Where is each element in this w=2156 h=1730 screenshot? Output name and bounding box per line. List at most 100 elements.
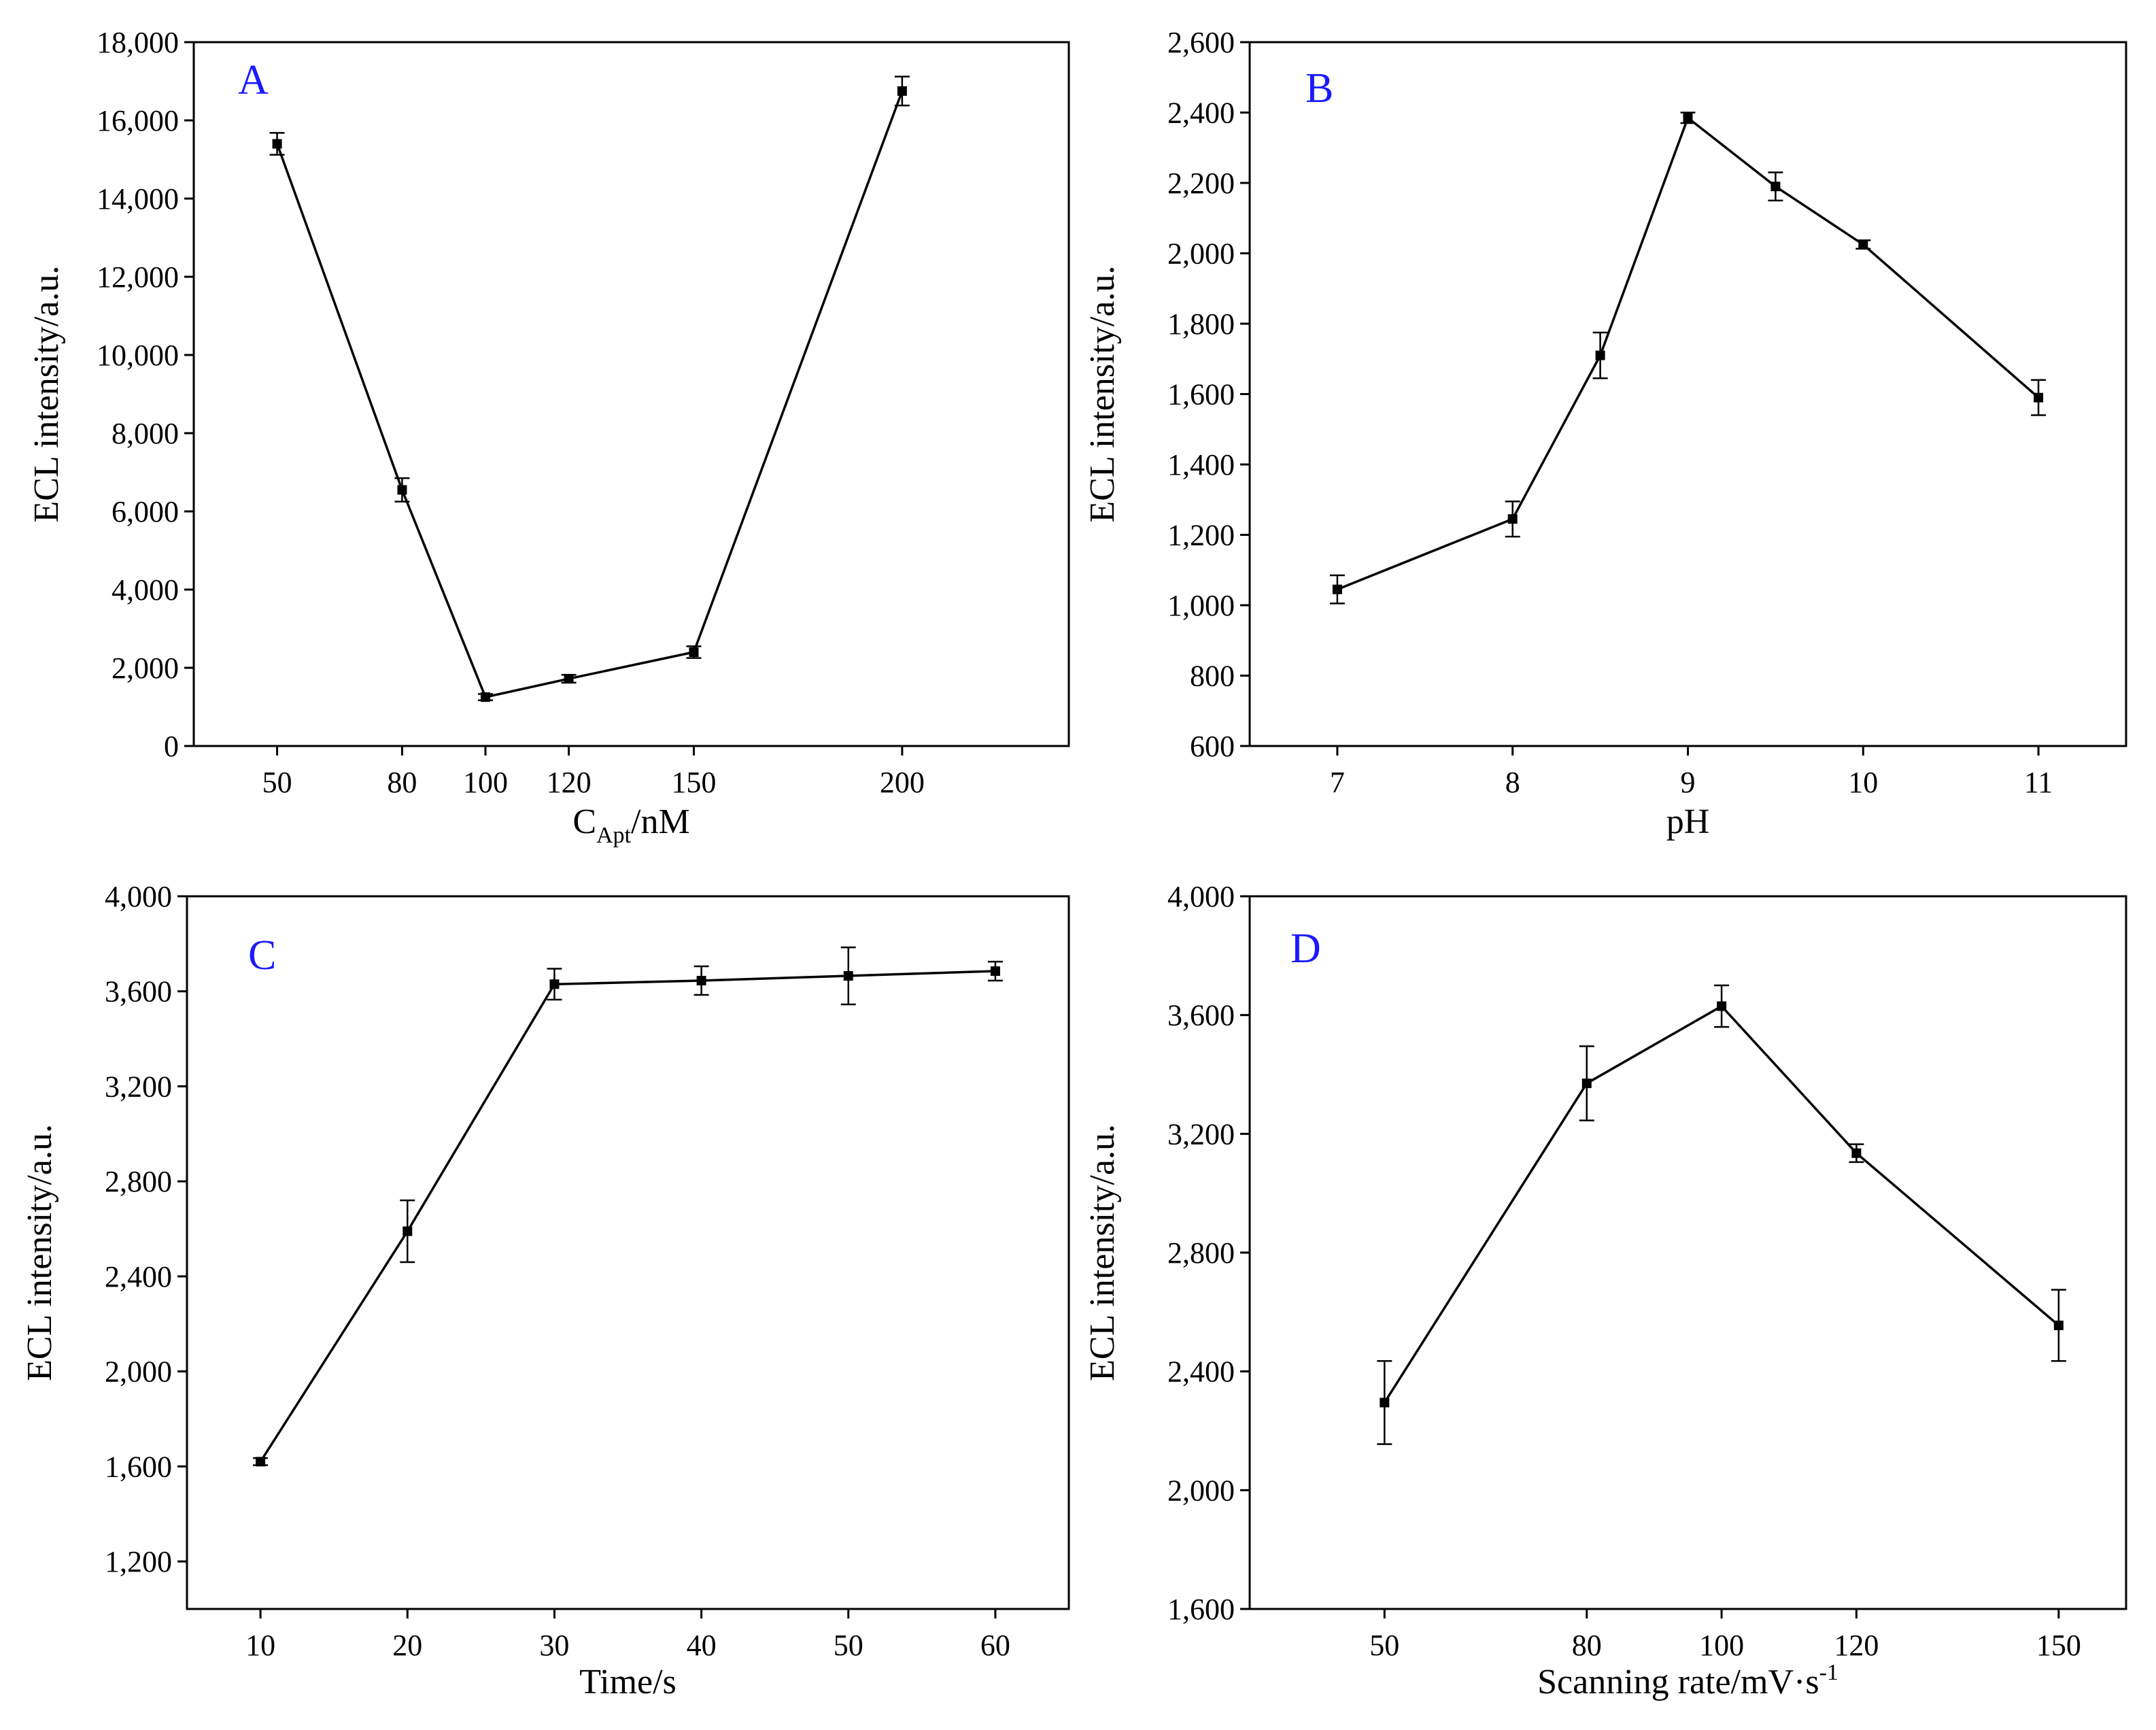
panel-d-xtick-label: 100: [1699, 1629, 1744, 1662]
panel-a-xtick-label: 120: [547, 766, 592, 799]
panel-d-data-point: [1851, 1148, 1862, 1158]
panel-a-ytick-label: 10,000: [97, 339, 179, 372]
panel-a-plot-frame: [192, 41, 1070, 747]
panel-c-ytick-label: 4,000: [105, 880, 172, 913]
panel-d-ytick-label: 2,800: [1167, 1236, 1235, 1270]
panel-b-ytick-label: 1,600: [1167, 378, 1235, 411]
panel-a-ytick-label: 8,000: [112, 417, 179, 450]
panel-d-xtick-label: 120: [1834, 1629, 1879, 1662]
panel-b-ytick-label: 1,400: [1167, 448, 1235, 481]
panel-b-data-point: [1595, 350, 1605, 360]
panel-c-ytick-label: 2,000: [105, 1355, 172, 1389]
panel-d-xlabel: Scanning rate/mV·s-1: [1537, 1660, 1838, 1701]
panel-a-ytick-label: 14,000: [97, 182, 179, 216]
panel-b-ytick-label: 1,200: [1167, 519, 1235, 552]
panel-b-ytick-label: 800: [1190, 660, 1235, 693]
panel-b-xtick-label: 7: [1330, 766, 1345, 799]
panel-a-data-point: [897, 86, 907, 96]
panel-b-letter: B: [1305, 65, 1333, 112]
panel-c-xtick-label: 20: [392, 1629, 422, 1662]
panel-d-ylabel: ECL intensity/a.u.: [1083, 1124, 1122, 1381]
panel-c-data-point: [990, 966, 1000, 977]
panel-c-series-line: [259, 970, 995, 1463]
panel-c-data-point: [256, 1457, 266, 1467]
panel-c-data-point: [696, 976, 706, 986]
panel-a-data-point: [397, 485, 407, 495]
panel-a-data-point: [564, 674, 574, 684]
panel-c-ytick-label: 2,400: [105, 1260, 172, 1293]
panel-b-data-point: [1683, 113, 1693, 123]
panel-c-data-point: [549, 979, 560, 989]
panel-c-ytick-label: 3,200: [105, 1070, 172, 1103]
panel-b-xtick-label: 8: [1505, 766, 1520, 799]
panel-a-letter: A: [238, 57, 269, 103]
panel-a-ytick-label: 0: [164, 730, 179, 763]
panel-c-plot-frame: [186, 895, 1070, 1610]
panel-b-data-point: [1858, 239, 1868, 250]
panel-d-data-point: [2053, 1320, 2064, 1330]
panel-c-xtick-label: 40: [687, 1629, 717, 1662]
panel-c-ytick-label: 1,600: [105, 1450, 172, 1483]
panel-d-ytick-label: 3,600: [1167, 999, 1235, 1032]
panel-c-ytick-label: 1,200: [105, 1545, 172, 1578]
panel-a-ytick-label: 4,000: [112, 573, 179, 607]
panel-b-xtick-label: 9: [1681, 766, 1696, 799]
panel-b-ytick-label: 2,400: [1167, 97, 1235, 130]
panel-a-xtick-label: 100: [463, 766, 508, 799]
panel-b-data-point: [1507, 514, 1518, 524]
panel-a-data-point: [272, 139, 282, 149]
panel-c-xlabel: Time/s: [579, 1663, 677, 1701]
panel-c-xtick-label: 30: [539, 1629, 569, 1662]
panel-b-ytick-label: 1,800: [1167, 307, 1235, 341]
panel-d: 1,600 2,000 2,400 2,800 3,200 3,600 4,000 50 80 1…: [1083, 880, 2127, 1701]
panel-b-data-point: [2034, 392, 2044, 403]
panel-a-xtick-label: 80: [387, 766, 417, 799]
panel-c-xtick-label: 60: [980, 1629, 1010, 1662]
panel-a-xtick-label: 200: [880, 766, 925, 799]
panel-b-series-line: [1337, 116, 2040, 591]
panel-a-xtick-label: 150: [671, 766, 716, 799]
panel-d-series-line: [1383, 1004, 2059, 1404]
panel-c-xtick-label: 10: [245, 1629, 275, 1662]
panel-a-xtick-label: 50: [262, 766, 292, 799]
panel-d-ytick-label: 2,000: [1167, 1474, 1235, 1507]
panel-d-xtick-label: 50: [1369, 1629, 1399, 1662]
panel-b-xtick-label: 11: [2024, 766, 2053, 799]
panel-c-data-point: [843, 971, 853, 981]
panel-a-data-point: [689, 647, 699, 657]
panel-b-data-point: [1770, 182, 1781, 192]
panel-a-ytick-label: 18,000: [97, 26, 179, 59]
panel-a-data-point: [481, 692, 490, 702]
panel-d-ytick-label: 1,600: [1167, 1593, 1235, 1626]
panel-d-ytick-label: 3,200: [1167, 1117, 1235, 1151]
panel-d-data-point: [1380, 1397, 1390, 1408]
panel-c-ylabel: ECL intensity/a.u.: [20, 1124, 59, 1381]
panel-b-ytick-label: 600: [1190, 730, 1235, 763]
panel-c-ytick-label: 3,600: [105, 975, 172, 1008]
panel-a-ylabel: ECL intensity/a.u.: [27, 266, 66, 523]
panel-b-xtick-label: 10: [1848, 766, 1878, 799]
panel-d-data-point: [1581, 1079, 1592, 1089]
panel-d-xtick-label: 150: [2036, 1629, 2081, 1662]
panel-a-ytick-label: 12,000: [97, 260, 179, 294]
panel-b-ytick-label: 2,000: [1167, 237, 1235, 271]
panel-d-ytick-label: 4,000: [1167, 880, 1235, 913]
panel-c-xtick-label: 50: [834, 1629, 863, 1662]
panel-d-letter: D: [1290, 926, 1321, 972]
panel-b-ylabel: ECL intensity/a.u.: [1083, 266, 1122, 523]
panel-b-ytick-label: 2,600: [1167, 26, 1235, 59]
panel-c-ytick-label: 2,800: [105, 1165, 172, 1198]
panel-d-xtick-label: 80: [1572, 1629, 1602, 1662]
panel-c-letter: C: [248, 932, 276, 979]
panel-b-plot-frame: [1248, 41, 2127, 747]
panel-a-series-line: [275, 90, 904, 699]
panel-d-plot-frame: [1248, 895, 2127, 1610]
panel-c-data-point: [403, 1226, 413, 1236]
panel-b-ytick-label: 2,200: [1167, 167, 1235, 200]
panel-b-xlabel: pH: [1666, 802, 1710, 841]
panel-b-data-point: [1332, 584, 1342, 594]
panel-c: 1,200 1,600 2,000 2,400 2,800 3,200 3,600 4,000…: [20, 880, 1070, 1701]
panel-a-ytick-label: 6,000: [112, 495, 179, 528]
panel-b: 600 800 1,000 1,200 1,400 1,600 1,800 2,000 2,20…: [1083, 26, 2127, 841]
